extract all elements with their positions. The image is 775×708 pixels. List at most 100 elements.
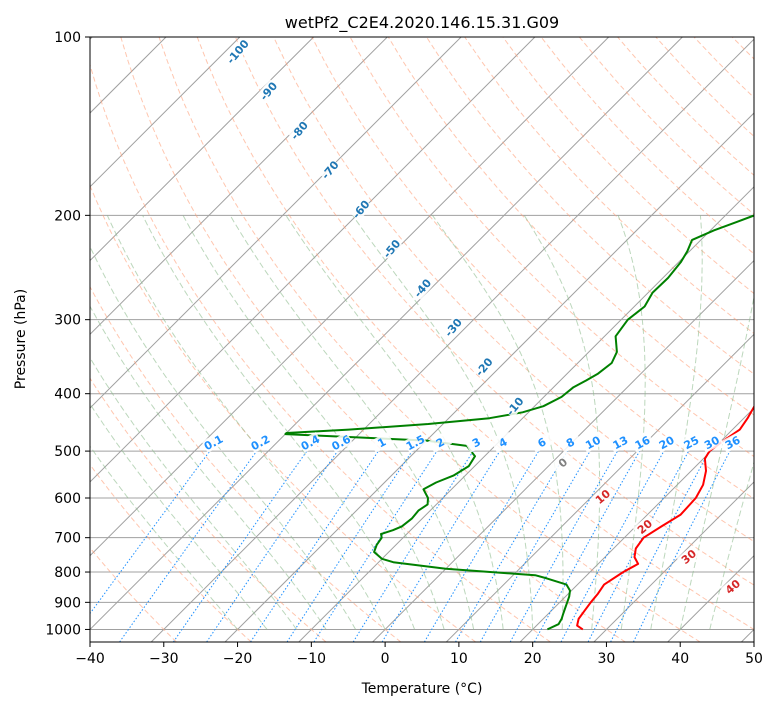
line-label-backdrop <box>349 197 373 222</box>
line-label-backdrop <box>472 355 496 379</box>
mixing-ratio-line <box>610 450 710 642</box>
isotherm-line <box>90 37 388 336</box>
mixing-ratio-line <box>423 450 540 642</box>
isotherm-line <box>90 37 536 483</box>
mixing-ratio-label: 25 <box>682 434 702 453</box>
moist-adiabat-line <box>90 245 357 630</box>
mixing-ratio-line <box>509 450 618 642</box>
dry-adiabat-line <box>502 37 754 295</box>
y-tick-label: 100 <box>54 30 81 46</box>
line-label-backdrop <box>529 432 554 453</box>
moist-adiabat-line <box>431 215 564 630</box>
sounding-profile-line <box>576 403 754 631</box>
y-tick-label: 700 <box>54 531 81 547</box>
x-tick-label: −30 <box>149 651 179 667</box>
mixing-ratio-line <box>119 450 258 642</box>
line-label-backdrop <box>298 432 323 453</box>
line-label-backdrop <box>590 485 615 509</box>
moist-adiabat-line <box>352 215 534 630</box>
mixing-ratio-line <box>206 450 339 642</box>
moist-adiabat-line <box>142 215 416 630</box>
line-label-backdrop <box>329 432 353 453</box>
sounding-profile-line <box>284 214 754 631</box>
moist-adiabat-line <box>182 215 445 630</box>
dry-adiabat-line <box>90 63 551 642</box>
plot-frame <box>89 36 755 643</box>
isotherm-line <box>150 38 754 642</box>
sounding-profiles <box>284 214 754 631</box>
mixing-ratio-line <box>587 450 690 642</box>
dry-adiabat-line <box>90 285 402 642</box>
mixing-ratio-label: 10 <box>583 433 603 452</box>
dry-adiabat-line <box>90 463 252 642</box>
dry-adiabat-line <box>90 377 327 642</box>
line-label-backdrop <box>257 79 280 103</box>
isotherm-line <box>519 407 754 642</box>
isotherm-line <box>90 37 610 557</box>
x-axis-ticks: −40 −30 −20 −10 0 10 20 30 40 50 <box>75 642 763 667</box>
dry-adiabat-line <box>196 37 754 630</box>
line-label-backdrop <box>699 432 724 453</box>
line-label-backdrop <box>248 432 273 453</box>
line-label-backdrop <box>550 451 575 475</box>
line-label-backdrop <box>369 432 394 453</box>
moist-adiabat-line <box>90 445 238 630</box>
x-tick-label: 40 <box>671 651 689 667</box>
x-tick-label: −40 <box>75 651 105 667</box>
chart-title: wetPf2_C2E4.2020.146.15.31.G09 <box>285 13 559 33</box>
mixing-ratio-lines <box>90 450 731 642</box>
line-label-backdrop <box>411 276 434 300</box>
dry-adiabat-line <box>90 184 476 642</box>
line-label-backdrop <box>428 432 453 453</box>
dry-adiabat-line <box>158 37 701 642</box>
moist-adiabat-line <box>285 215 504 630</box>
moist-adiabat-line <box>90 305 327 630</box>
moist-adiabat-line <box>90 356 297 630</box>
mixing-ratio-label: 13 <box>611 434 631 453</box>
line-label-backdrop <box>676 545 701 569</box>
dry-adiabat-line <box>311 37 754 500</box>
dry-adiabat-line <box>349 37 754 458</box>
y-tick-label: 1000 <box>45 622 81 638</box>
mixing-ratio-line <box>533 450 641 642</box>
mixing-ratio-line <box>90 450 211 615</box>
x-axis-label: Temperature (°C) <box>361 681 483 697</box>
moist-adiabat-line <box>650 215 703 630</box>
line-labels: -100-90-80-70-60-50-40-30-20-100.1 0.2 0.4… <box>201 37 745 599</box>
line-label-backdrop <box>679 432 704 453</box>
line-label-backdrop <box>720 575 745 599</box>
y-tick-label: 200 <box>54 208 81 224</box>
line-label-backdrop <box>608 432 633 453</box>
line-label-backdrop <box>503 394 527 419</box>
line-label-backdrop <box>318 158 342 182</box>
line-label-backdrop <box>654 432 679 453</box>
line-label-backdrop <box>630 432 655 453</box>
y-tick-label: 400 <box>54 387 81 403</box>
dry-adiabat-line <box>90 547 177 642</box>
x-tick-label: 0 <box>381 651 390 667</box>
isotherm-line <box>90 37 683 631</box>
isotherm-line <box>224 112 754 642</box>
line-label-backdrop <box>403 432 428 453</box>
mixing-ratio-line <box>560 450 665 642</box>
mixing-ratio-label: 36 <box>723 433 743 452</box>
line-label-backdrop <box>464 432 489 453</box>
pressure-gridlines <box>90 37 754 630</box>
dry-adiabats <box>90 37 754 642</box>
isotherm-line <box>593 481 754 642</box>
mixing-ratio-line <box>381 450 501 642</box>
mixing-ratio-line <box>250 450 379 642</box>
mixing-ratio-label: 16 <box>633 433 653 452</box>
mixing-ratio-line <box>172 450 308 642</box>
mixing-ratio-line <box>286 450 413 642</box>
line-label-backdrop <box>226 39 250 64</box>
isotherm-line <box>90 37 241 188</box>
isotherm-line <box>90 37 314 262</box>
dry-adiabat-line <box>273 37 754 543</box>
line-label-backdrop <box>287 118 311 143</box>
line-label-backdrop <box>581 432 605 453</box>
moist-adiabat-line <box>106 215 386 630</box>
isotherm-line <box>372 259 754 642</box>
line-label-backdrop <box>632 515 657 539</box>
line-label-backdrop <box>441 315 465 340</box>
